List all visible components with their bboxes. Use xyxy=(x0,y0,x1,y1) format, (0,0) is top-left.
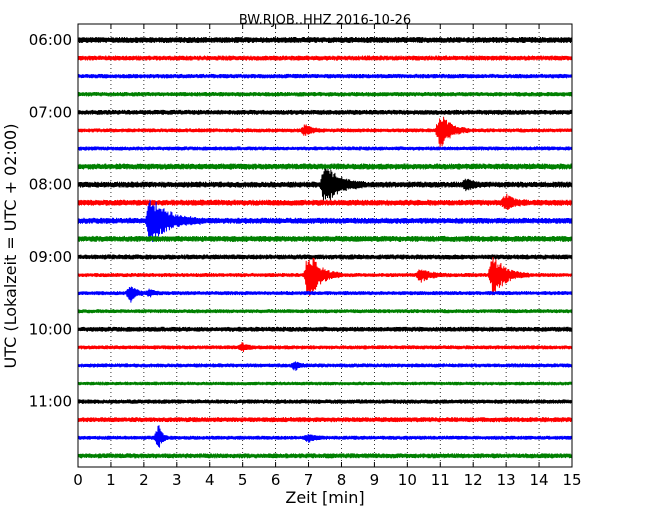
x-tick-label: 3 xyxy=(172,471,182,489)
y-tick-label: 09:00 xyxy=(29,248,72,266)
trace-0700 xyxy=(77,109,573,115)
trace-1145 xyxy=(77,453,573,459)
y-tick-label: 06:00 xyxy=(29,31,72,49)
trace-1000 xyxy=(77,326,573,332)
y-tick-label: 08:00 xyxy=(29,176,72,194)
trace-0645 xyxy=(77,91,573,97)
y-tick-label: 07:00 xyxy=(29,103,72,121)
trace-1115 xyxy=(77,417,573,423)
trace-1045 xyxy=(77,381,573,386)
trace-group xyxy=(77,36,573,459)
trace-0815 xyxy=(77,193,573,210)
trace-0930 xyxy=(77,286,573,303)
x-axis-label: Zeit [min] xyxy=(285,488,364,507)
trace-0715 xyxy=(77,116,573,149)
x-tick-label: 14 xyxy=(530,471,549,489)
trace-0615 xyxy=(77,55,573,61)
trace-1130 xyxy=(77,425,573,448)
y-tick-label: 11:00 xyxy=(29,393,72,411)
trace-0830 xyxy=(77,199,573,243)
x-tick-label: 13 xyxy=(497,471,516,489)
x-tick-label: 15 xyxy=(562,471,581,489)
x-tick-label: 10 xyxy=(398,471,417,489)
trace-1100 xyxy=(77,399,573,404)
trace-0945 xyxy=(77,309,573,314)
plot-frame xyxy=(77,23,573,468)
x-tick-label: 2 xyxy=(139,471,149,489)
trace-1030 xyxy=(77,361,573,371)
trace-0630 xyxy=(77,73,573,79)
x-tick-label: 0 xyxy=(73,471,83,489)
x-tick-label: 9 xyxy=(370,471,380,489)
x-tick-label: 7 xyxy=(304,471,314,489)
trace-0915 xyxy=(77,256,573,297)
chart-title: BW.RJOB..HHZ 2016-10-26 xyxy=(239,13,411,28)
x-tick-label: 4 xyxy=(205,471,215,489)
x-tick-label: 1 xyxy=(106,471,116,489)
x-tick-label: 8 xyxy=(337,471,347,489)
trace-0730 xyxy=(77,146,573,151)
trace-1015 xyxy=(77,342,573,353)
x-tick-label: 5 xyxy=(238,471,248,489)
trace-0600 xyxy=(77,36,573,44)
y-axis-label: UTC (Lokalzeit = UTC + 02:00) xyxy=(1,124,20,369)
x-tick-label: 12 xyxy=(464,471,483,489)
trace-0900 xyxy=(77,254,573,260)
trace-0800 xyxy=(77,168,573,202)
y-tick-label: 10:00 xyxy=(29,320,72,338)
trace-0745 xyxy=(77,163,573,170)
trace-0845 xyxy=(77,235,573,242)
x-tick-label: 6 xyxy=(271,471,281,489)
y-axis: 06:00 07:00 08:00 09:00 10:00 11:00 xyxy=(29,31,83,411)
x-axis: 0 1 2 3 4 5 6 7 8 9 10 11 12 13 14 15 xyxy=(73,24,582,489)
x-tick-label: 11 xyxy=(431,471,450,489)
